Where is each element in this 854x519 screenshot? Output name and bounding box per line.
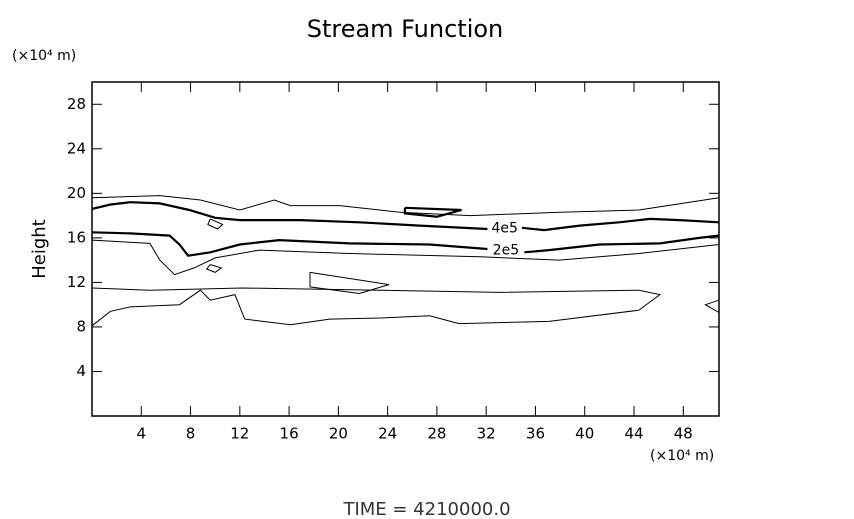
x-tick-label: 16 xyxy=(280,425,299,443)
x-tick-label: 20 xyxy=(329,425,348,443)
contour-line xyxy=(91,195,720,217)
y-tick-label: 8 xyxy=(76,317,86,335)
footer: TIME = 4210000.0 xyxy=(342,499,510,519)
chart-title: Stream Function xyxy=(307,15,504,43)
y-tick-label: 16 xyxy=(67,228,86,246)
x-tick-label: 24 xyxy=(378,425,397,443)
contour-line xyxy=(205,264,223,273)
y-tick-label: 28 xyxy=(67,95,86,113)
x-tick-label: 12 xyxy=(230,425,249,443)
x-tick-label: 4 xyxy=(136,425,146,443)
y-tick-label: 24 xyxy=(67,139,86,157)
x-tick-label: 8 xyxy=(186,425,196,443)
x-unit-label: (×10⁴ m) xyxy=(650,448,714,464)
contour-line xyxy=(91,287,662,327)
x-tick-label: 36 xyxy=(526,425,545,443)
contour-line xyxy=(309,271,390,295)
x-tick-label: 40 xyxy=(575,425,594,443)
contour-line xyxy=(91,231,720,257)
contour-label: 2e5 xyxy=(493,243,519,259)
contour-line xyxy=(704,299,720,313)
y-tick-label: 12 xyxy=(67,273,86,291)
x-tick-label: 32 xyxy=(477,425,496,443)
contour-line xyxy=(91,239,720,276)
y-tick-label: 20 xyxy=(67,184,86,202)
contour-line xyxy=(207,218,224,230)
contour-label: 4e5 xyxy=(491,220,517,236)
x-tick-label: 48 xyxy=(674,425,693,443)
x-tick-label: 28 xyxy=(427,425,446,443)
y-unit-label: (×10⁴ m) xyxy=(12,48,76,64)
x-tick-label: 44 xyxy=(624,425,643,443)
contour-line xyxy=(403,206,462,218)
y-tick-label: 4 xyxy=(76,362,86,380)
plot-frame xyxy=(91,81,720,417)
y-axis-label: Height xyxy=(29,219,50,279)
contour-line xyxy=(91,201,720,232)
